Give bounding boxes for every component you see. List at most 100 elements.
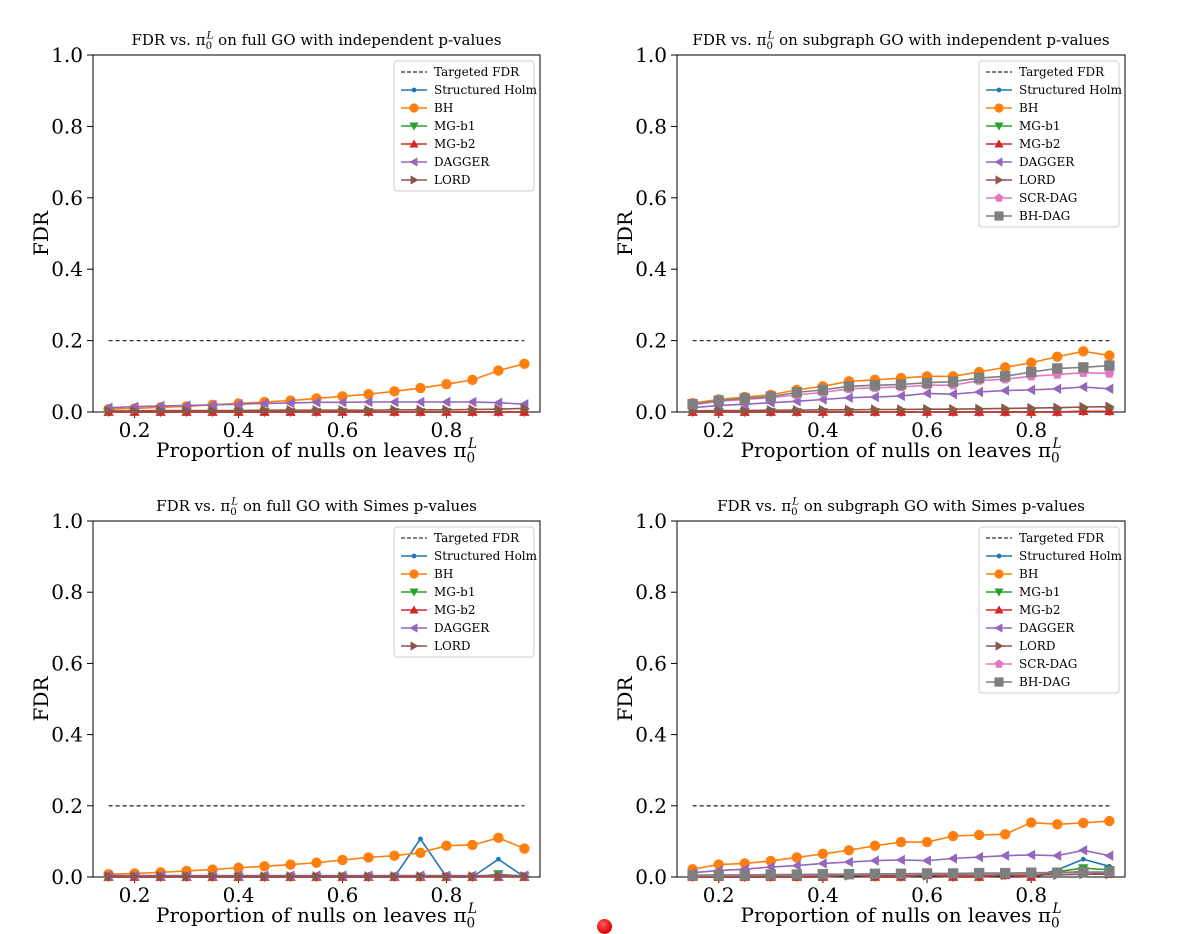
data-point-bh xyxy=(1104,350,1115,361)
legend-label-lord: LORD xyxy=(1019,639,1055,653)
legend-marker-lord xyxy=(995,175,1004,185)
data-point-lord xyxy=(468,871,478,882)
y-tick-label: 1.0 xyxy=(51,43,83,67)
data-point-lord xyxy=(923,403,933,415)
data-point-lord xyxy=(442,871,452,882)
data-point-lord xyxy=(818,404,829,416)
legend-marker-structured-holm xyxy=(996,87,1002,93)
data-point-lord xyxy=(1001,403,1011,414)
legend-marker-bh xyxy=(409,569,419,579)
legend-marker-dagger xyxy=(409,157,418,167)
data-point-dagger xyxy=(973,851,984,863)
data-point-bh-dag xyxy=(843,381,855,392)
data-point-lord xyxy=(1105,401,1115,412)
data-point-dagger xyxy=(895,854,905,866)
legend-label-mg-b2: MG-b2 xyxy=(434,603,475,617)
legend: Targeted FDR Structured Holm BH MG-b1 MG-b2 D… xyxy=(393,526,538,658)
x-tick-label: 0.2 xyxy=(119,883,151,907)
data-point-lord xyxy=(156,405,166,416)
data-point-bh xyxy=(311,857,322,868)
data-point-bh-dag xyxy=(1104,360,1115,371)
legend-marker-mg-b2 xyxy=(409,605,419,614)
data-point-bh-dag xyxy=(791,869,803,880)
data-point-bh xyxy=(493,365,504,376)
x-tick-label: 0.6 xyxy=(911,883,943,907)
data-point-bh-dag xyxy=(817,868,829,880)
legend-label-bh-dag: BH-DAG xyxy=(1019,209,1070,223)
series-dagger xyxy=(687,845,1114,878)
legend-marker-lord xyxy=(410,641,419,651)
x-tick-label: 0.6 xyxy=(327,883,359,907)
data-point-bh-dag xyxy=(739,393,750,404)
data-point-bh xyxy=(389,850,400,861)
legend: Targeted FDR Structured Holm BH MG-b1 MG-b2 D… xyxy=(978,526,1123,694)
data-point-lord xyxy=(364,871,374,882)
data-point-dagger xyxy=(921,855,931,866)
data-point-bh xyxy=(389,386,400,397)
chart-3: FDR vs. π0L on full GO with Simes p-valu… xyxy=(29,496,541,932)
x-axis-label: Proportion of nulls on leaves π0L xyxy=(156,901,477,931)
y-tick-label: 0.8 xyxy=(51,580,83,604)
series-bh xyxy=(687,815,1115,875)
data-point-lord xyxy=(520,403,530,414)
legend-marker-mg-b2 xyxy=(409,139,419,148)
data-point-bh-dag xyxy=(869,380,881,391)
data-point-lord xyxy=(1053,402,1063,413)
data-point-dagger xyxy=(1104,383,1114,394)
data-point-dagger xyxy=(1078,845,1088,856)
x-tick-label: 0.6 xyxy=(327,418,359,442)
data-point-bh xyxy=(467,374,478,386)
y-tick-label: 0.2 xyxy=(635,329,667,353)
legend-marker-mg-b1 xyxy=(409,588,419,597)
data-point-lord xyxy=(156,871,166,882)
data-point-dagger xyxy=(493,397,503,408)
data-point-bh-dag xyxy=(843,868,855,880)
data-point-lord xyxy=(442,404,452,416)
y-tick-label: 0.6 xyxy=(635,186,667,210)
legend-label-lord: LORD xyxy=(1019,173,1055,187)
legend-marker-scr-dag xyxy=(994,193,1004,202)
legend-marker-dagger xyxy=(409,623,418,633)
x-tick-label: 0.8 xyxy=(431,418,463,442)
y-tick-label: 0.2 xyxy=(51,329,83,353)
legend-marker-mg-b1 xyxy=(994,122,1004,131)
data-point-bh xyxy=(999,362,1011,373)
data-point-dagger xyxy=(843,392,853,403)
data-point-lord xyxy=(286,871,296,882)
data-point-dagger xyxy=(1104,850,1114,861)
data-point-bh-dag xyxy=(791,387,803,398)
legend-marker-scr-dag xyxy=(994,659,1004,668)
x-tick-label: 0.4 xyxy=(807,418,839,442)
cursor-dot xyxy=(597,919,612,934)
x-tick-label: 0.8 xyxy=(1015,418,1047,442)
data-point-lord xyxy=(130,871,140,882)
data-point-bh-dag xyxy=(687,398,698,410)
data-point-bh-dag xyxy=(1078,866,1089,878)
series-dagger xyxy=(687,381,1114,413)
y-tick-label: 0.4 xyxy=(635,723,667,747)
data-point-lord xyxy=(234,405,244,416)
data-point-lord xyxy=(390,871,400,882)
data-point-bh xyxy=(1078,817,1089,829)
legend-box xyxy=(393,526,535,658)
data-point-bh xyxy=(1052,351,1063,362)
data-point-dagger xyxy=(363,396,373,408)
data-point-lord xyxy=(714,405,724,416)
data-point-bh xyxy=(519,358,530,370)
legend-label-targeted-fdr: Targeted FDR xyxy=(434,65,520,79)
legend-label-bh-dag: BH-DAG xyxy=(1019,675,1070,689)
data-point-bh xyxy=(493,832,504,844)
data-point-bh-dag xyxy=(1104,866,1115,878)
data-point-lord xyxy=(897,404,907,415)
legend: Targeted FDR Structured Holm BH MG-b1 MG-b2 D… xyxy=(393,60,538,192)
data-point-structured-holm xyxy=(418,836,423,842)
data-point-bh xyxy=(973,829,985,841)
chart-title: FDR vs. π0L on subgraph GO with independ… xyxy=(692,30,1109,52)
data-point-bh-dag xyxy=(713,869,724,881)
data-point-lord xyxy=(845,404,855,416)
data-point-lord xyxy=(416,404,426,416)
data-point-lord xyxy=(494,871,504,882)
legend-marker-mg-b1 xyxy=(409,122,419,131)
data-point-dagger xyxy=(1026,384,1036,396)
data-point-bh xyxy=(1052,819,1063,830)
